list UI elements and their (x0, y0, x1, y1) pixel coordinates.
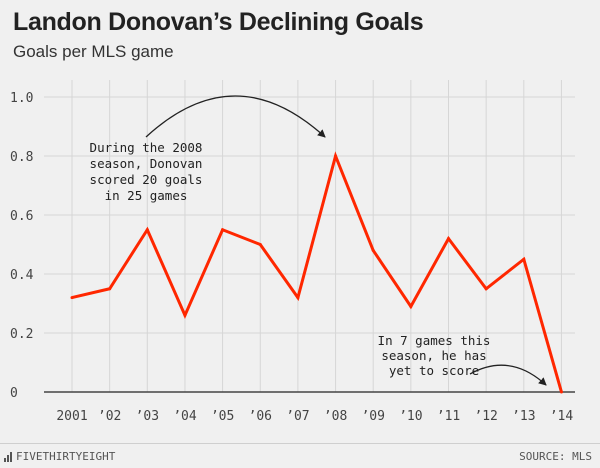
fivethirtyeight-logo-icon (4, 451, 12, 462)
x-tick-label: ’06 (249, 409, 272, 424)
y-tick-label: 0.6 (10, 209, 33, 224)
x-tick-label: ’04 (173, 409, 197, 424)
data-point (145, 228, 149, 232)
brand: FIVETHIRTYEIGHT (4, 450, 115, 463)
x-tick-label: ’11 (437, 409, 460, 424)
annotation-2008-arrow (145, 95, 326, 138)
data-point (484, 287, 488, 291)
chart-title: Landon Donovan’s Declining Goals (13, 8, 424, 36)
data-point (409, 304, 413, 308)
x-tick-label: ’13 (512, 409, 535, 424)
data-point (70, 296, 74, 300)
x-axis-ticks: 2001 ’02 ’03 ’04 ’05 ’06 ’07 ’08 ’09 ’10 ’11 ’12 ’13… (56, 409, 573, 424)
x-tick-label: ’05 (211, 409, 234, 424)
annotation-2008-line-3: scored 20 goals (90, 172, 203, 187)
data-point (447, 237, 450, 241)
data-point (258, 243, 262, 246)
annotation-2014: In 7 games this season, he has yet to sc… (378, 333, 547, 386)
annotation-2008-line-1: During the 2008 (90, 140, 203, 155)
y-tick-label: 0.4 (10, 268, 34, 283)
y-tick-label: 1.0 (10, 91, 33, 106)
goals-per-game-line (71, 151, 563, 393)
annotation-2008-line-4: in 25 games (105, 188, 188, 203)
vertical-gridlines (71, 80, 562, 392)
annotation-2008: During the 2008 season, Donovan scored 2… (90, 95, 326, 203)
data-point (108, 287, 112, 291)
data-point (522, 257, 526, 261)
data-point (221, 228, 225, 232)
x-tick-label: ’03 (136, 409, 159, 424)
line-chart: 1.0 0.8 0.6 0.4 0.2 0 2001 ’02 ’03 ’04 ’05 ’06 ’07 ’… (10, 80, 575, 424)
x-tick-label: ’07 (286, 409, 309, 424)
data-point (559, 390, 563, 394)
y-axis-ticks: 1.0 0.8 0.6 0.4 0.2 0 (10, 91, 34, 401)
x-tick-label: ’09 (361, 409, 384, 424)
y-tick-label: 0.8 (10, 150, 33, 165)
data-point (334, 154, 338, 158)
x-tick-label: ’14 (550, 409, 574, 424)
x-tick-label: ’12 (474, 409, 497, 424)
x-tick-label: ’08 (324, 409, 347, 424)
footer: FIVETHIRTYEIGHT SOURCE: MLS (0, 443, 600, 468)
source-note: SOURCE: MLS (519, 450, 592, 463)
y-tick-label: 0.2 (10, 327, 33, 342)
y-tick-label: 0 (10, 386, 18, 401)
x-tick-label: ’02 (98, 409, 121, 424)
brand-name: FIVETHIRTYEIGHT (16, 450, 116, 463)
annotation-2014-line-3: yet to score (389, 363, 479, 378)
horizontal-gridlines (44, 96, 575, 334)
x-tick-label: 2001 (56, 409, 87, 424)
data-point (371, 248, 375, 252)
annotation-2014-arrow (469, 364, 547, 386)
annotation-2014-line-2: season, he has (381, 348, 486, 363)
data-point (296, 296, 300, 300)
x-tick-label: ’10 (399, 409, 422, 424)
data-points (70, 154, 563, 394)
annotation-2014-line-1: In 7 games this (378, 333, 491, 348)
annotation-2008-line-2: season, Donovan (90, 156, 203, 171)
chart-subtitle: Goals per MLS game (13, 42, 174, 61)
data-point (183, 313, 187, 317)
